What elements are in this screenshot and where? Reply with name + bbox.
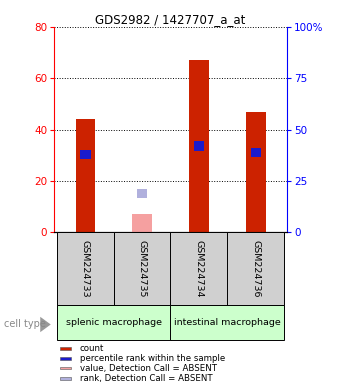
Bar (251, 147, 261, 157)
Text: GSM224735: GSM224735 (138, 240, 147, 298)
Bar (60, 357, 71, 359)
Bar (137, 189, 147, 198)
Bar (60, 347, 71, 350)
Text: percentile rank within the sample: percentile rank within the sample (79, 354, 225, 363)
Text: GSM224733: GSM224733 (81, 240, 90, 298)
Text: GSM224734: GSM224734 (195, 240, 203, 298)
Bar (170, 232, 228, 305)
Text: count: count (79, 344, 104, 353)
Bar (132, 214, 152, 232)
Text: value, Detection Call = ABSENT: value, Detection Call = ABSENT (79, 364, 217, 372)
Bar (76, 119, 96, 232)
Bar (60, 377, 71, 380)
Bar (227, 232, 284, 305)
Text: intestinal macrophage: intestinal macrophage (174, 318, 281, 327)
Bar (189, 60, 209, 232)
Text: cell type: cell type (4, 319, 46, 329)
Bar (114, 232, 171, 305)
Bar (170, 305, 284, 340)
Bar (246, 112, 266, 232)
Bar (57, 305, 171, 340)
Title: GDS2982 / 1427707_a_at: GDS2982 / 1427707_a_at (96, 13, 246, 26)
Text: GSM224736: GSM224736 (251, 240, 260, 298)
Bar (60, 367, 71, 369)
Bar (57, 232, 114, 305)
Polygon shape (40, 317, 51, 332)
Bar (80, 150, 91, 159)
Text: splenic macrophage: splenic macrophage (66, 318, 162, 327)
Text: rank, Detection Call = ABSENT: rank, Detection Call = ABSENT (79, 374, 212, 383)
Bar (194, 141, 204, 151)
